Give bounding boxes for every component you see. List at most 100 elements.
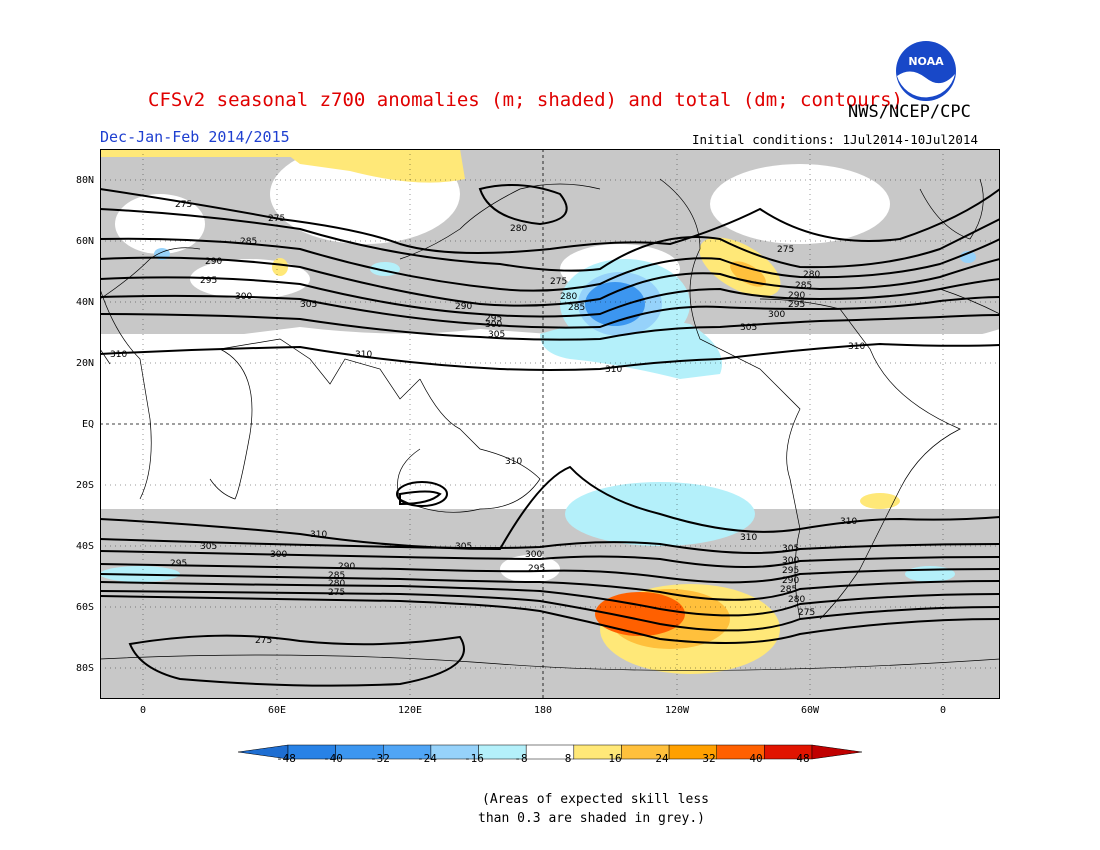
contour-310 [100, 342, 1000, 371]
contour-label: 295 [170, 559, 187, 569]
contour-label: 300 [525, 550, 542, 560]
contour-label: 285 [780, 585, 797, 595]
contour-label: 290 [788, 291, 805, 301]
contour-label: 310 [840, 517, 857, 527]
contour-label: 280 [510, 224, 527, 234]
colorbar-label: -24 [417, 752, 437, 765]
lat-label: 40N [75, 297, 94, 308]
contour-label: 275 [777, 245, 794, 255]
skill-note-line1: (Areas of expected skill less [482, 792, 709, 807]
contour-label: 305 [455, 542, 472, 552]
contour-label: 290 [782, 576, 799, 586]
organization-label: NWS/NCEP/CPC [848, 102, 971, 122]
contour-310-closed [396, 481, 448, 507]
coast-west-africa [100, 288, 152, 500]
contour-label: 275 [268, 214, 285, 224]
positive-anomaly-top [100, 149, 350, 157]
contour-280-south [100, 590, 1000, 632]
contour-label: 300 [485, 320, 502, 330]
contour-310-australia [399, 490, 442, 506]
contour-label: 280 [788, 595, 805, 605]
anomaly-colorbar [238, 744, 862, 760]
contour-label: 300 [270, 550, 287, 560]
sh-grey-band [100, 509, 1000, 699]
contour-label: 285 [328, 571, 345, 581]
contour-300-south [100, 550, 1000, 568]
contour-label: 280 [560, 292, 577, 302]
contour-label: 310 [505, 457, 522, 467]
colorbar-label: -48 [276, 752, 296, 765]
contour-labels: 275 275 285 290 295 300 305 310 310 310 … [110, 200, 865, 646]
contour-label: 310 [110, 350, 127, 360]
coast-east-asia [399, 183, 601, 260]
contour-label: 295 [788, 300, 805, 310]
coast-antarctica [100, 654, 1000, 671]
contour-label: 310 [605, 365, 622, 375]
contour-label: 280 [803, 270, 820, 280]
contour-label: 290 [205, 257, 222, 267]
lon-label: 0 [939, 705, 947, 716]
lon-label: 120E [397, 705, 423, 716]
contour-305 [100, 313, 1000, 341]
contour-295 [100, 276, 1000, 318]
contour-label: 305 [488, 330, 505, 340]
contour-label: 285 [568, 303, 585, 313]
lat-label: 80N [75, 175, 94, 186]
colorbar-label: -8 [514, 752, 528, 765]
contour-275 [100, 188, 1000, 254]
positive-anomaly-europe [272, 258, 288, 276]
coast-greenland [919, 178, 984, 240]
lat-label: 60N [75, 236, 94, 247]
contour-label: 300 [768, 310, 785, 320]
colorbar-label: 40 [749, 752, 763, 765]
lat-label: 80S [75, 663, 94, 674]
contour-label: 305 [740, 323, 757, 333]
chart-title: CFSv2 seasonal z700 anomalies (m; shaded… [148, 89, 903, 111]
colorbar-label: 32 [702, 752, 716, 765]
skill-gap-canada [710, 164, 890, 244]
coast-europe [100, 247, 1000, 315]
contour-label: 305 [782, 544, 799, 554]
contour-label: 275 [175, 200, 192, 210]
lat-label: 40S [75, 541, 94, 552]
coast-south-asia [219, 338, 421, 400]
contour-label: 275 [550, 277, 567, 287]
contour-285-south [100, 581, 1000, 617]
lon-label: 60E [267, 705, 287, 716]
contour-label: 275 [798, 608, 815, 618]
contour-275-south [100, 595, 1000, 644]
initial-conditions-label: Initial conditions: 1Jul2014-10Jul2014 [692, 132, 978, 147]
lon-label: 120W [664, 705, 690, 716]
colorbar-label: -32 [370, 752, 390, 765]
contour-label: 280 [328, 579, 345, 589]
contour-label: 285 [795, 281, 812, 291]
colorbar-arrow-high [811, 744, 862, 760]
colorbar-label: 24 [655, 752, 669, 765]
contour-label: 305 [300, 300, 317, 310]
season-label: Dec-Jan-Feb 2014/2015 [100, 128, 290, 146]
contour-label: 295 [528, 564, 545, 574]
positive-anomaly-canada-core [730, 261, 766, 287]
lon-label: 60W [800, 705, 820, 716]
contour-290-south [100, 573, 1000, 601]
noaa-logo: NOAA [896, 41, 956, 101]
contour-305-south [100, 538, 1000, 554]
lat-label: 60S [75, 602, 94, 613]
contour-label: 290 [338, 562, 355, 572]
contour-275-antarctica [128, 634, 465, 687]
contour-label: 275 [328, 588, 345, 598]
contour-label: 295 [485, 314, 502, 324]
contour-280 [100, 208, 1000, 272]
logo-text: NOAA [908, 55, 944, 68]
coast-east-africa [209, 348, 253, 500]
colorbar-label: -16 [464, 752, 484, 765]
contour-label: 275 [255, 636, 272, 646]
lon-label: 0 [139, 705, 147, 716]
positive-anomaly-south-atlantic [860, 493, 900, 509]
colorbar-label: 16 [608, 752, 622, 765]
contour-label: 310 [310, 530, 327, 540]
contour-label: 300 [235, 292, 252, 302]
height-contours [100, 184, 1000, 687]
lon-label: 180 [533, 705, 553, 716]
contour-285 [100, 237, 1000, 292]
